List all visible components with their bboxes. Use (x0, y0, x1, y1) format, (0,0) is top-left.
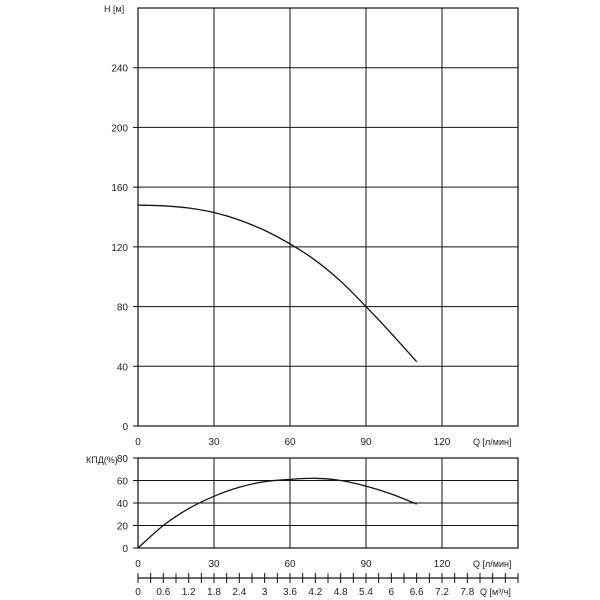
top-x-tick-label: 30 (208, 437, 220, 448)
top-y-tick-label: 200 (111, 123, 128, 134)
head-curve-line (137, 204, 418, 363)
bot-y-tick-label: 40 (117, 499, 129, 510)
efficiency-chart-x-ticks: 0 30 60 90 120 (135, 559, 451, 570)
bot-x-tick-label: 0 (135, 559, 141, 570)
flow-m3h-tick-label: 4.2 (308, 587, 322, 598)
top-y-tick-label: 160 (111, 183, 128, 194)
top-y-tick-label: 80 (117, 303, 129, 314)
top-y-tick-label: 0 (122, 422, 128, 433)
top-y-tick-label: 40 (117, 362, 129, 373)
head-chart: 0 40 80 120 160 200 240 0 30 60 90 120 H [м] Q [л/… (104, 4, 519, 448)
efficiency-chart: 0 20 40 60 80 0 30 60 90 120 КПД(%) Q [л/мин] (86, 454, 519, 570)
bot-x-tick-label: 60 (284, 559, 296, 570)
top-y-tick-label: 120 (111, 243, 128, 254)
bot-y-tick-label: 20 (117, 522, 129, 533)
top-x-tick-label: 60 (284, 437, 296, 448)
head-chart-grid (138, 8, 518, 426)
flow-m3h-tick-label: 0 (135, 587, 141, 598)
bot-y-tick-label: 80 (117, 454, 129, 465)
bot-x-tick-label: 30 (208, 559, 220, 570)
head-chart-x-ticks: 0 30 60 90 120 (135, 437, 451, 448)
bot-x-tick-label: 90 (360, 559, 372, 570)
flow-m3h-tick-label: 4.8 (334, 587, 348, 598)
top-y-tick-label: 240 (111, 64, 128, 75)
flow-m3h-tick-label: 1.8 (207, 587, 221, 598)
top-x-tick-label: 90 (360, 437, 372, 448)
flow-m3h-axis-ticks: 0 0.6 1.2 1.8 2.4 3 3.6 4.2 4.8 5.4 6 6.6 7.2 7.8 (135, 573, 519, 598)
bot-x-tick-label: 120 (434, 559, 451, 570)
head-chart-y-label: H [м] (104, 4, 124, 14)
flow-m3h-tick-label: 7.2 (435, 587, 449, 598)
flow-m3h-axis: 0 0.6 1.2 1.8 2.4 3 3.6 4.2 4.8 5.4 6 6.6 7.2 7.8 Q [… (135, 573, 519, 598)
efficiency-curve-line (137, 477, 417, 549)
top-x-tick-label: 120 (434, 437, 451, 448)
flow-m3h-tick-label: 6.6 (410, 587, 424, 598)
flow-m3h-tick-label: 6 (389, 587, 395, 598)
flow-m3h-tick-label: 1.2 (182, 587, 196, 598)
head-chart-y-ticks: 0 40 80 120 160 200 240 (111, 64, 138, 433)
flow-m3h-tick-label: 7.8 (460, 587, 474, 598)
flow-m3h-tick-label: 5.4 (359, 587, 373, 598)
head-chart-frame (137, 7, 519, 427)
bot-y-tick-label: 0 (122, 544, 128, 555)
flow-m3h-axis-label: Q [м³/ч] (480, 587, 511, 597)
flow-m3h-tick-label: 0.6 (156, 587, 170, 598)
efficiency-chart-y-label: КПД(%) (86, 455, 118, 465)
flow-m3h-tick-label: 2.4 (232, 587, 246, 598)
efficiency-chart-grid (138, 458, 518, 548)
efficiency-chart-y-ticks: 0 20 40 60 80 (117, 454, 138, 555)
top-x-tick-label: 0 (135, 437, 141, 448)
flow-m3h-tick-label: 3.6 (283, 587, 297, 598)
bot-y-tick-label: 60 (117, 477, 129, 488)
efficiency-chart-x-label: Q [л/мин] (473, 559, 511, 569)
flow-m3h-tick-label: 3 (262, 587, 268, 598)
head-chart-x-label: Q [л/мин] (473, 437, 511, 447)
